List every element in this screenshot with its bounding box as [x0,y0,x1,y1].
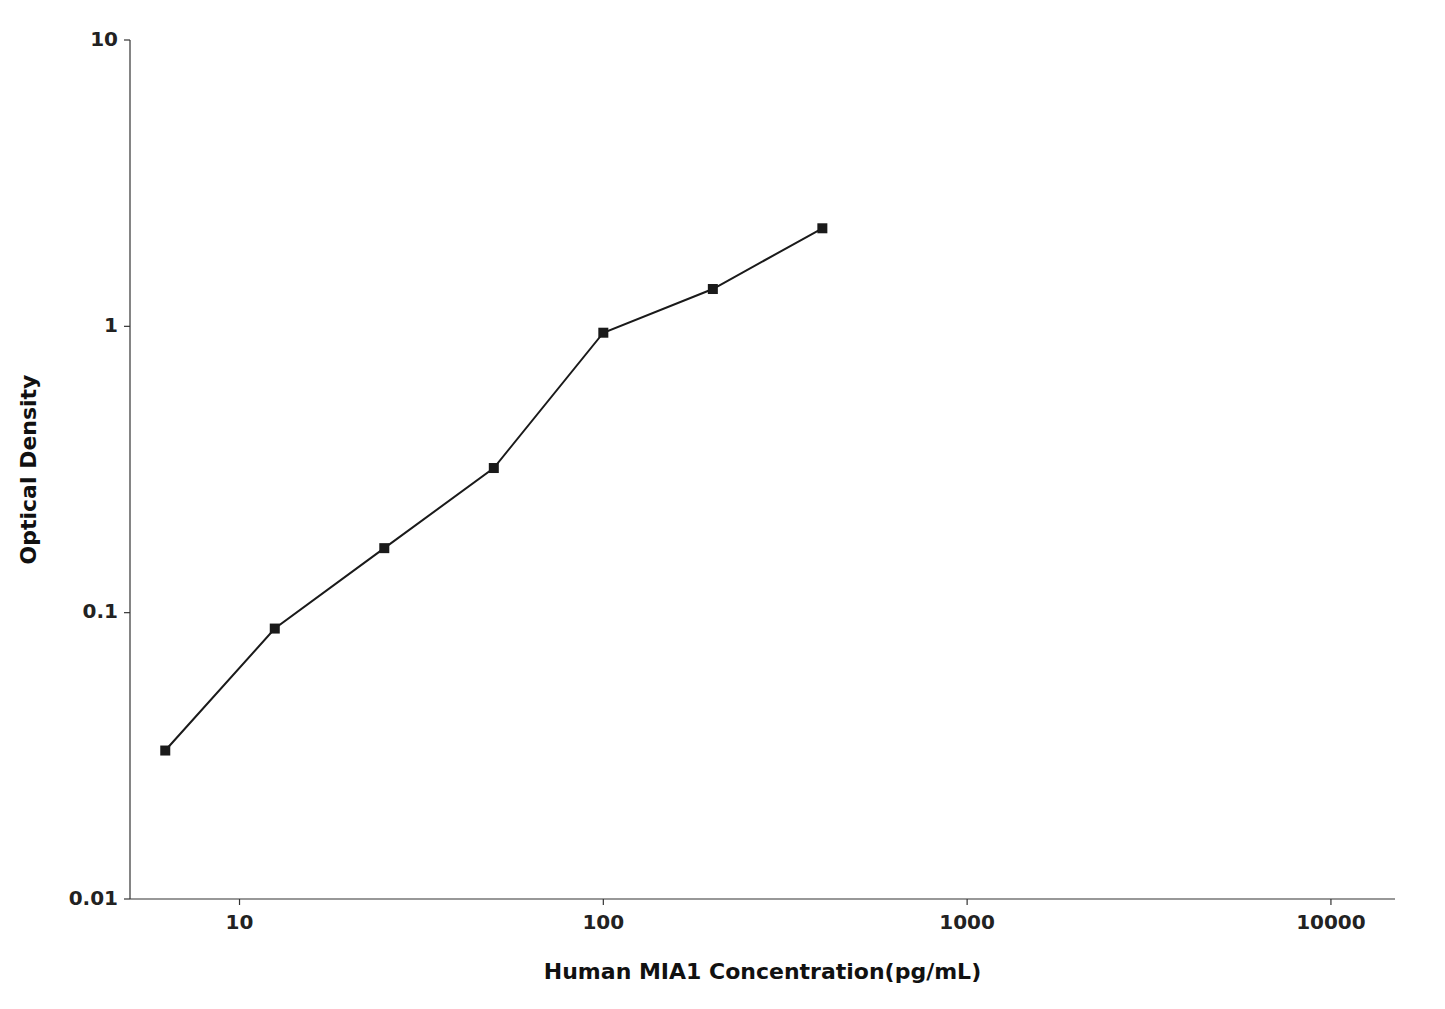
y-tick [124,898,130,899]
x-tick-label: 10 [226,910,254,934]
y-tick-label: 10 [90,27,118,51]
y-tick-label: 0.1 [83,599,118,623]
marker [160,746,170,756]
x-tick [967,899,968,905]
marker [379,543,389,553]
y-axis-line [129,40,130,899]
plot-area [160,223,827,755]
axes: 10 100 1000 10000 0.01 0.1 1 10 [69,27,1395,935]
y-tick [124,612,130,613]
marker [708,284,718,294]
marker [489,463,499,473]
chart: 10 100 1000 10000 0.01 0.1 1 10 Human MIA1 Conce… [0,0,1445,1009]
y-tick [124,326,130,327]
x-tick [1330,899,1331,905]
x-axis-label: Human MIA1 Concentration(pg/mL) [544,959,981,984]
chart-container: 10 100 1000 10000 0.01 0.1 1 10 Human MIA1 Conce… [0,0,1445,1009]
x-tick-label: 10000 [1296,910,1366,934]
marker [598,328,608,338]
y-tick-label: 0.01 [69,886,118,910]
line [165,228,822,750]
y-tick [124,39,130,40]
marker [270,624,280,634]
y-axis-label: Optical Density [16,375,41,565]
x-tick-label: 100 [582,910,624,934]
x-tick-label: 1000 [939,910,995,934]
x-tick [239,899,240,905]
x-tick [603,899,604,905]
marker [817,223,827,233]
x-axis-line [130,898,1395,899]
y-tick-label: 1 [104,313,118,337]
